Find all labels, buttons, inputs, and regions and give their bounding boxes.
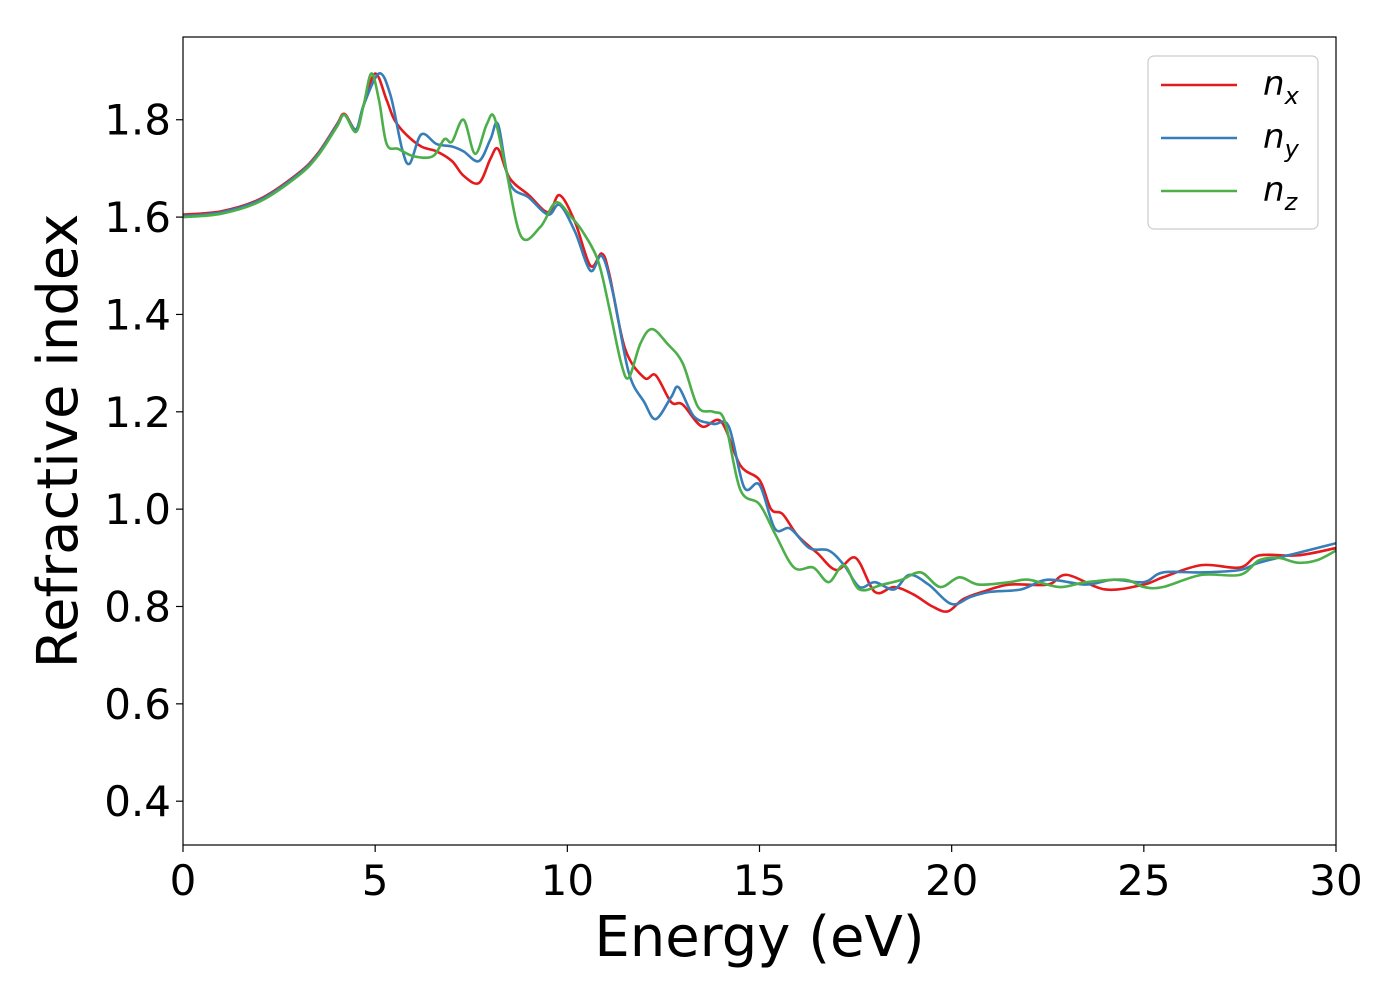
y-tick-label: 1.6	[104, 193, 171, 242]
x-tick-label: 30	[1309, 856, 1362, 905]
y-axis-title: Refractive index	[26, 214, 91, 669]
legend-label-n-x: nx	[1263, 64, 1300, 110]
legend-box	[1147, 55, 1319, 230]
x-tick-label: 0	[170, 856, 197, 905]
series-line-n-y	[183, 72, 1336, 606]
y-tick-label: 0.4	[104, 777, 171, 826]
y-tick-label: 1.8	[104, 96, 171, 145]
x-axis-title: Energy (eV)	[594, 905, 924, 970]
series-line-n-x	[183, 72, 1336, 613]
x-tick-label: 15	[733, 856, 786, 905]
legend: nx ny nz	[1147, 55, 1319, 230]
y-tick-label: 0.6	[104, 680, 171, 729]
x-tick-label: 5	[362, 856, 389, 905]
y-axis-ticks: 0.4 0.6 0.8 1.0 1.2 1.4 1.6 1.8	[104, 96, 183, 826]
legend-label-n-z: nz	[1263, 170, 1299, 216]
x-tick-label: 10	[541, 856, 594, 905]
series-line-n-z	[183, 72, 1336, 592]
y-tick-label: 0.8	[104, 582, 171, 631]
x-tick-label: 20	[925, 856, 978, 905]
y-tick-label: 1.2	[104, 388, 171, 437]
series-lines	[183, 72, 1336, 613]
x-axis-ticks: 0 5 10 15 20 25 30	[170, 845, 1363, 905]
y-tick-label: 1.0	[104, 485, 171, 534]
y-tick-label: 1.4	[104, 290, 171, 339]
legend-label-n-y: ny	[1263, 117, 1300, 163]
x-tick-label: 25	[1117, 856, 1170, 905]
